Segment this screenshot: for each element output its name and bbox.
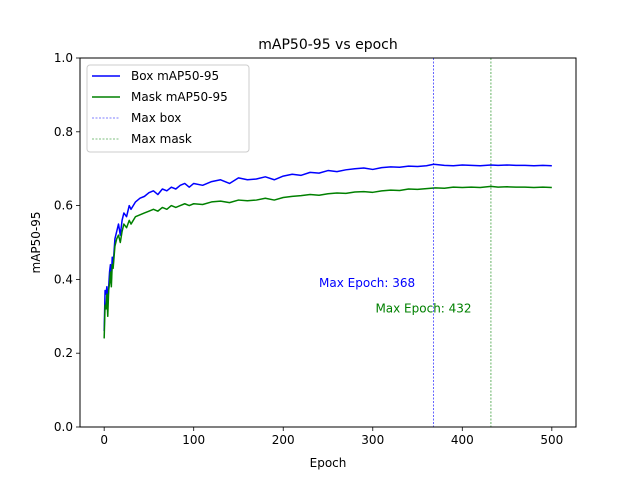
x-tick-label: 400 <box>451 433 474 447</box>
max-vertical-lines <box>433 58 492 427</box>
series-line-box-map50-95 <box>103 163 552 332</box>
series-line-mask-map50-95 <box>103 185 552 339</box>
x-tick-label: 200 <box>272 433 295 447</box>
y-tick-label: 0.2 <box>54 346 73 360</box>
y-tick-label: 0.4 <box>54 272 73 286</box>
annotation-max-epoch-1: Max Epoch: 368 <box>319 276 415 290</box>
annotation-max-epoch-2: Max Epoch: 432 <box>375 302 471 316</box>
plot-lines <box>103 163 552 339</box>
x-tick-label: 300 <box>361 433 384 447</box>
legend-label-max-mask: Max mask <box>131 132 192 146</box>
x-axis-ticks: 0 100 200 300 400 500 <box>100 427 563 447</box>
legend-label-box-map50-95: Box mAP50-95 <box>131 69 219 83</box>
y-axis-label: mAP50-95 <box>29 211 43 273</box>
y-tick-label: 0.6 <box>54 199 73 213</box>
legend-label-max-box: Max box <box>131 111 181 125</box>
y-tick-label: 0.0 <box>54 420 73 434</box>
annotations: Max Epoch: 368 Max Epoch: 432 <box>319 276 472 316</box>
y-tick-label: 0.8 <box>54 125 73 139</box>
x-tick-label: 0 <box>100 433 108 447</box>
legend-label-mask-map50-95: Mask mAP50-95 <box>131 90 228 104</box>
plot-frame <box>79 57 577 428</box>
chart-title: mAP50-95 vs epoch <box>258 37 397 53</box>
legend: Box mAP50-95 Mask mAP50-95 Max box Max mask <box>86 64 250 153</box>
y-axis-ticks: 0.0 0.2 0.4 0.6 0.8 1.0 <box>54 51 80 434</box>
x-tick-label: 500 <box>540 433 563 447</box>
y-tick-label: 1.0 <box>54 51 73 65</box>
legend-box <box>86 64 250 153</box>
x-axis-label: Epoch <box>310 456 347 470</box>
x-tick-label: 100 <box>182 433 205 447</box>
